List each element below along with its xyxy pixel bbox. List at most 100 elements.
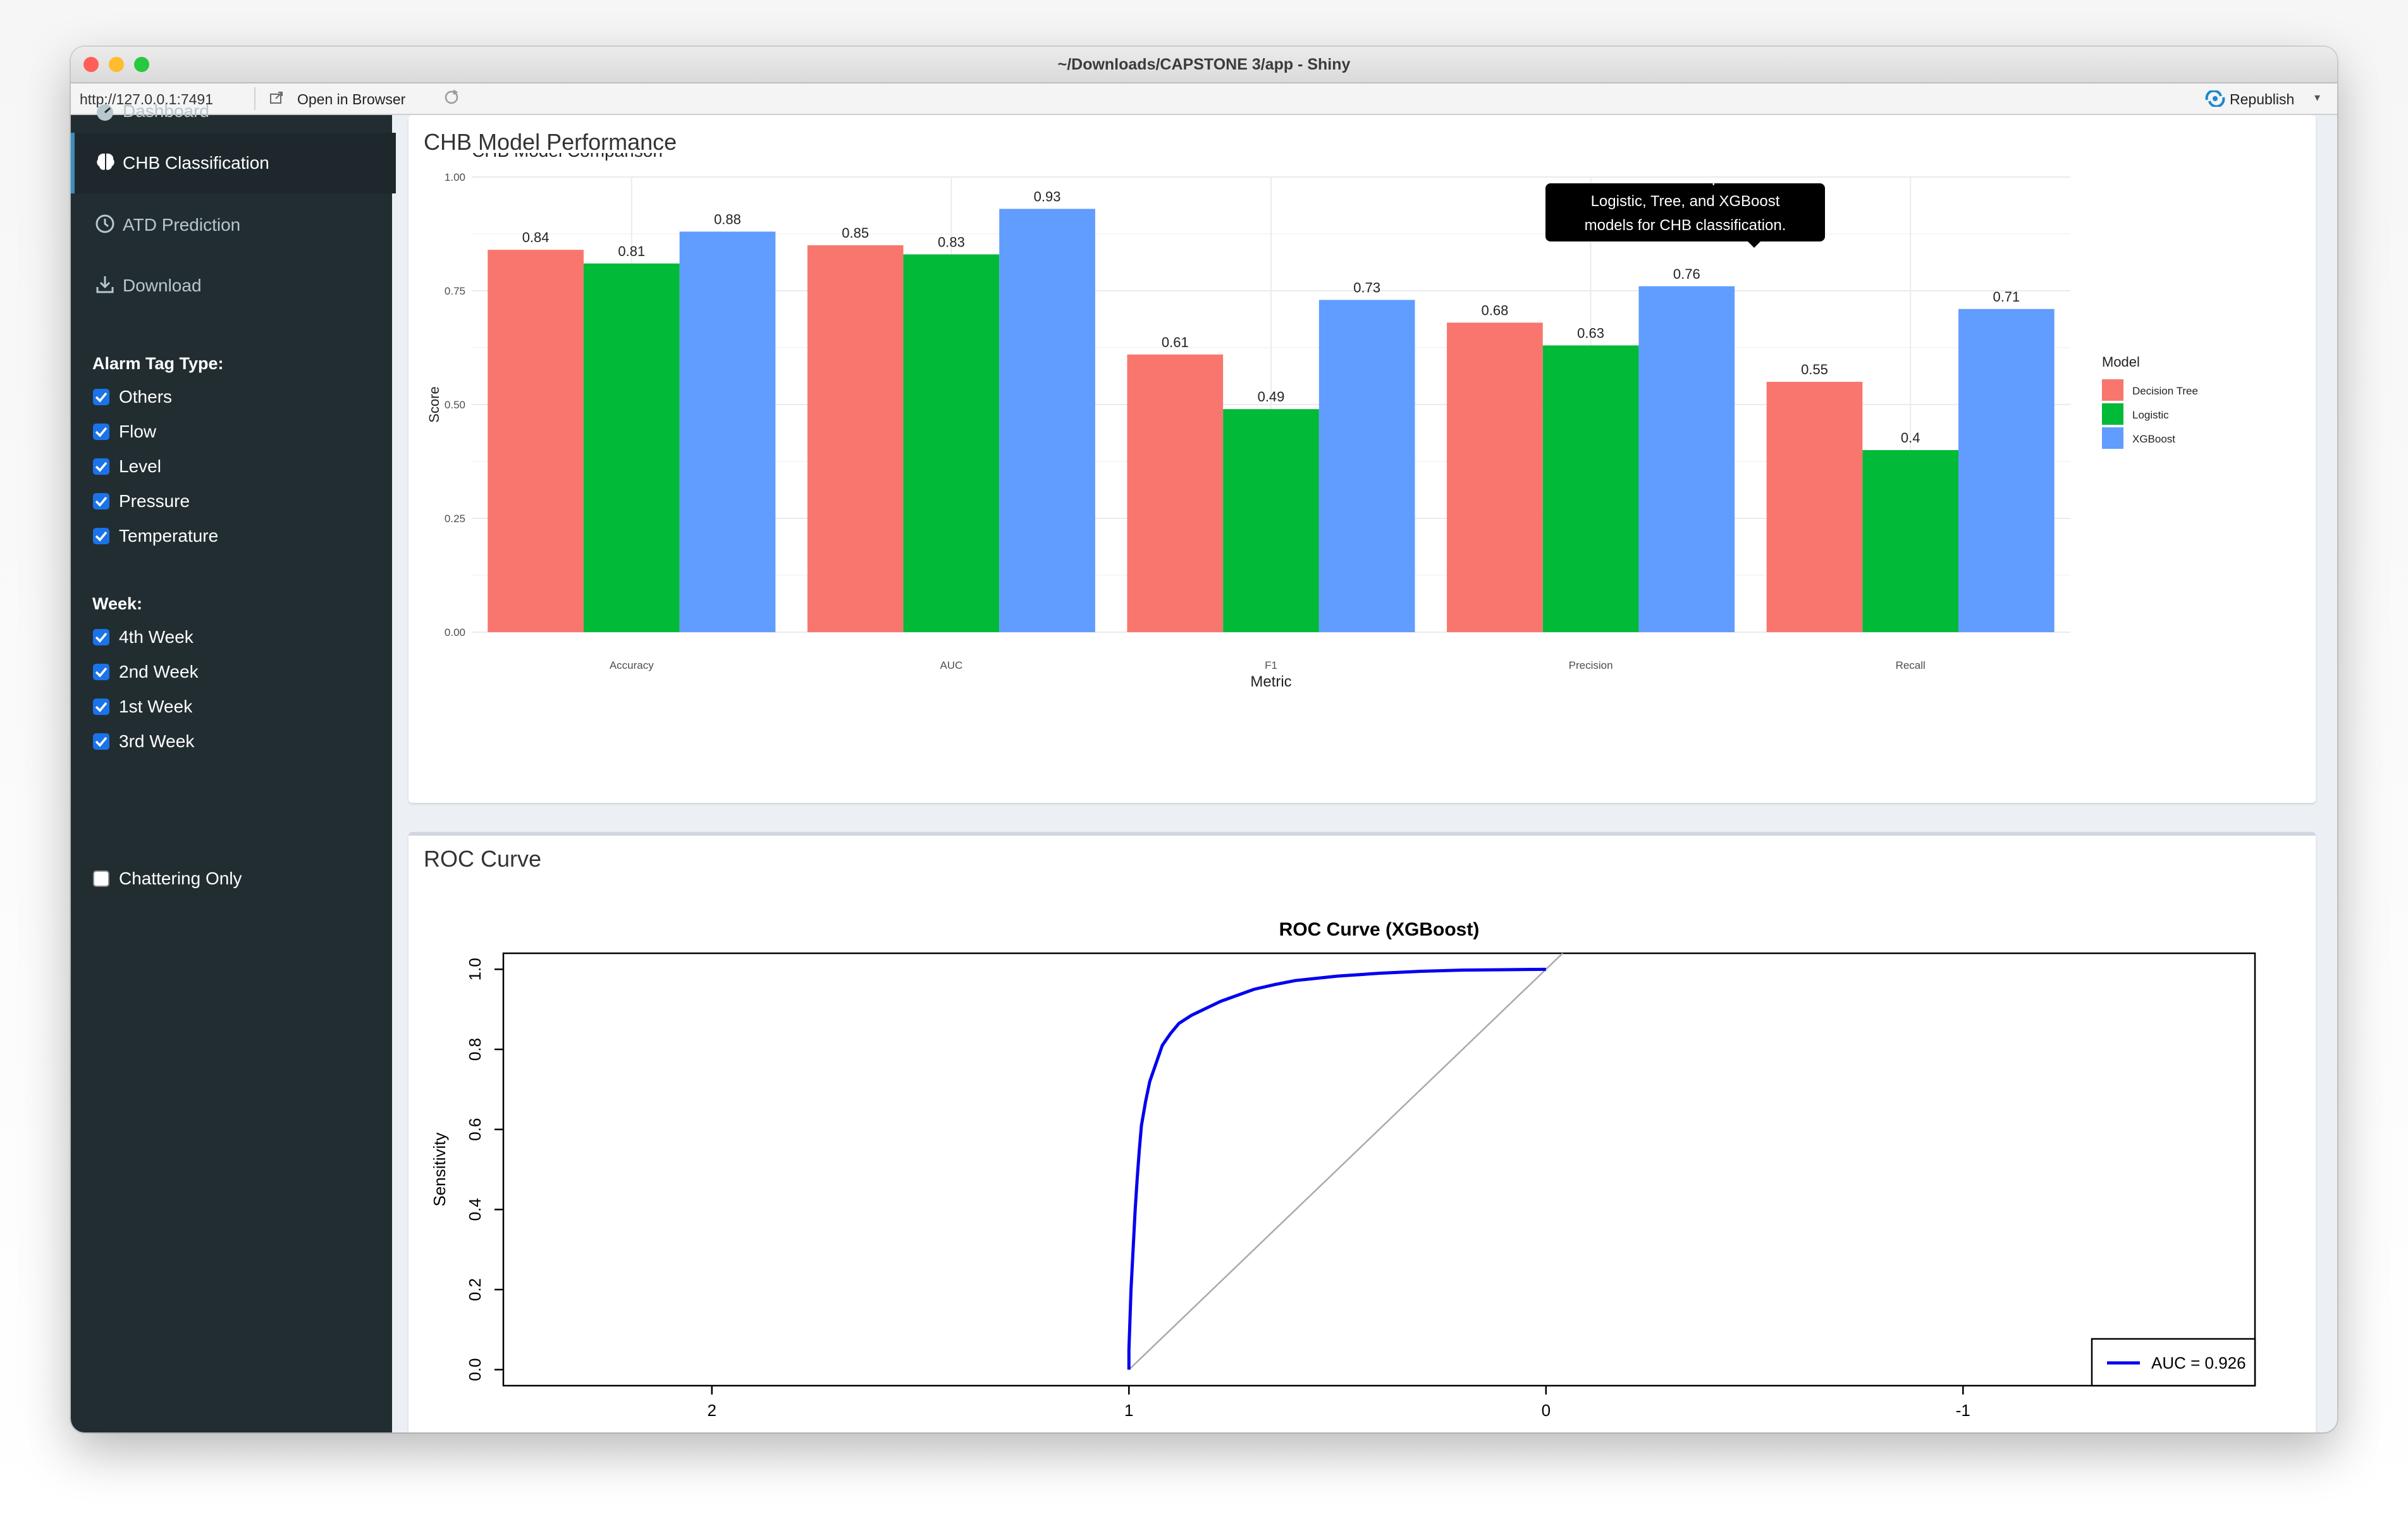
week-label[interactable]: 4th Week [119, 627, 194, 647]
y-axis-label: Sensitivity [430, 1132, 449, 1206]
bar [903, 254, 1000, 632]
x-tick-label: -1 [1956, 1401, 1970, 1420]
week-checkbox[interactable] [92, 733, 110, 750]
refresh-icon[interactable] [443, 89, 460, 106]
alarm-type-checkbox[interactable] [92, 423, 110, 441]
clock-icon [95, 214, 114, 233]
bar-value-label: 0.63 [1577, 325, 1604, 341]
legend-box [2091, 1338, 2256, 1387]
tooltip-arrow [1747, 240, 1762, 248]
bar [1223, 409, 1319, 632]
week-label[interactable]: 3rd Week [119, 731, 195, 751]
bar-value-label: 0.4 [1901, 430, 1920, 446]
close-window-button[interactable] [83, 57, 99, 72]
bar-value-label: 0.85 [842, 225, 869, 241]
sidebar: Dashboard CHB Classification ATD Predict… [71, 101, 396, 1432]
tooltip-line: Logistic, Tree, and XGBoost [1590, 193, 1780, 210]
alarm-type-checkbox[interactable] [92, 527, 110, 545]
y-tick-label: 0.0 [465, 1358, 484, 1381]
bar [1127, 354, 1224, 632]
minimize-window-button[interactable] [109, 57, 124, 72]
alarm-type-label[interactable]: Temperature [119, 526, 219, 546]
y-tick-label: 0.25 [445, 513, 465, 525]
legend-label: XGBoost [2132, 433, 2175, 445]
republish-dropdown-icon[interactable]: ▾ [2314, 91, 2321, 104]
republish-icon[interactable] [2204, 90, 2226, 107]
sidebar-item-atd-prediction[interactable]: ATD Prediction [71, 193, 392, 254]
bar-value-label: 0.71 [1993, 289, 2020, 305]
performance-box-title: CHB Model Performance [424, 129, 677, 155]
legend-swatch [2102, 403, 2123, 425]
week-label[interactable]: 1st Week [119, 697, 193, 716]
bar-value-label: 0.81 [618, 243, 645, 259]
alarm-tag-type-title: Alarm Tag Type: [92, 354, 224, 373]
chattering-only-checkbox[interactable] [92, 870, 110, 888]
toolbar-divider [254, 87, 255, 110]
x-tick-label: Precision [1569, 659, 1613, 671]
sidebar-item-download[interactable]: Download [71, 254, 392, 315]
chattering-only-label[interactable]: Chattering Only [119, 869, 242, 888]
dashboard-icon [97, 104, 113, 121]
x-tick-label: Recall [1896, 659, 1926, 671]
bar [1958, 308, 2055, 632]
x-tick-label: AUC [940, 659, 962, 671]
bar-value-label: 0.73 [1353, 279, 1380, 295]
week-checkbox[interactable] [92, 628, 110, 646]
roc-box-title: ROC Curve [424, 846, 542, 872]
bar-value-label: 0.55 [1801, 362, 1828, 377]
alarm-type-checkbox[interactable] [92, 458, 110, 475]
y-tick-label: 0.4 [465, 1198, 484, 1221]
x-tick-label: 0 [1542, 1401, 1551, 1420]
bar [1862, 450, 1959, 632]
open-in-browser-button[interactable]: Open in Browser [297, 91, 406, 107]
alarm-type-checkbox[interactable] [92, 492, 110, 510]
legend-swatch [2102, 427, 2123, 449]
week-label[interactable]: 2nd Week [119, 662, 199, 681]
bar [1638, 286, 1735, 632]
bar [583, 263, 680, 632]
alarm-type-checkbox[interactable] [92, 388, 110, 406]
reference-diagonal-extension [1545, 953, 1564, 970]
chart-title: CHB Model Comparison [472, 153, 663, 161]
republish-button[interactable]: Republish [2230, 91, 2295, 107]
main-content: CHB Model Performance CHB Model Comparis… [392, 115, 2337, 1432]
open-in-browser-icon[interactable] [268, 90, 285, 106]
week-title: Week: [92, 594, 143, 613]
legend-label: Decision Tree [2132, 385, 2198, 397]
chart-title: ROC Curve (XGBoost) [1279, 919, 1480, 940]
performance-tooltip: Performance comparison of Logistic, Tree… [1545, 183, 1825, 241]
alarm-type-label[interactable]: Level [119, 456, 161, 476]
title-bar: ~/Downloads/CAPSTONE 3/app - Shiny [71, 47, 2337, 83]
bar [1447, 322, 1543, 632]
model-comparison-bar-chart: CHB Model Comparison 0.00 0.25 0.50 0.75 1.00… [426, 153, 2198, 690]
bar [999, 209, 1095, 632]
app-window: ~/Downloads/CAPSTONE 3/app - Shiny http:… [71, 47, 2337, 1432]
alarm-type-label[interactable]: Flow [119, 422, 157, 441]
maximize-window-button[interactable] [134, 57, 149, 72]
roc-curve-chart: ROC Curve (XGBoost) 2 1 0 -1 0.0 0.2 0.4 0.6 0.8 1… [430, 919, 2256, 1420]
bar-value-label: 0.76 [1673, 266, 1700, 282]
sidebar-item-label: ATD Prediction [123, 215, 241, 235]
week-checkbox[interactable] [92, 698, 110, 716]
bar-value-label: 0.61 [1162, 334, 1189, 350]
performance-box: CHB Model Performance CHB Model Comparis… [408, 115, 2316, 803]
y-tick-label: 0.2 [465, 1278, 484, 1301]
y-tick-label: 0.00 [445, 626, 465, 638]
week-checkbox[interactable] [92, 663, 110, 681]
y-axis-label: Score [426, 386, 442, 422]
alarm-type-label[interactable]: Others [119, 387, 173, 406]
sidebar-item-dashboard[interactable]: Dashboard [71, 92, 392, 133]
bar-value-label: 0.88 [714, 211, 741, 227]
legend-swatch [2102, 379, 2123, 401]
download-icon [96, 276, 114, 293]
x-tick-label: F1 [1265, 659, 1277, 671]
y-tick-label: 0.6 [465, 1118, 484, 1141]
sidebar-item-chb-classification[interactable]: CHB Classification [71, 133, 396, 193]
reference-diagonal-line [1128, 968, 1547, 1370]
bar-value-label: 0.49 [1258, 389, 1285, 405]
bar [1318, 300, 1415, 632]
sidebar-item-label: CHB Classification [123, 153, 269, 173]
legend-label: Logistic [2132, 409, 2169, 421]
legend-label: AUC = 0.926 [2151, 1353, 2246, 1372]
alarm-type-label[interactable]: Pressure [119, 491, 190, 511]
